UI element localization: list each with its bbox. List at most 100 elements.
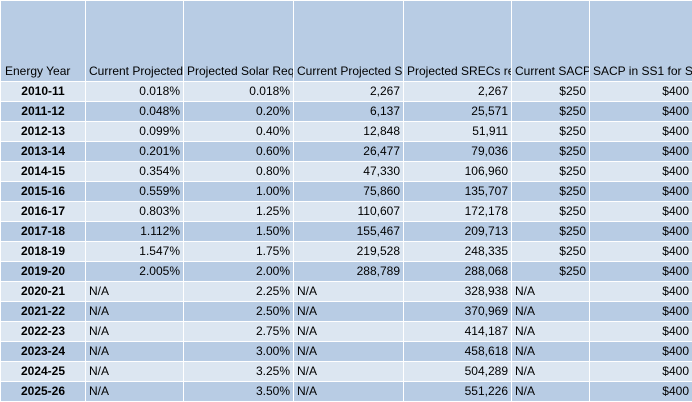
cell-current-sacp: N/A: [512, 282, 590, 302]
cell-projected-srecs-required-ss1: 106,960: [404, 162, 512, 182]
cell-current-projected-srecs-required: N/A: [294, 362, 404, 382]
cell-energy-year: 2023-24: [1, 342, 86, 362]
cell-projected-solar-requirement-ss1: 2.50%: [184, 302, 294, 322]
header-projected-srecs-required-ss1: Projected SRECs required in SS1 for SB11…: [404, 1, 512, 82]
cell-current-projected-solar-requirement: N/A: [86, 362, 184, 382]
cell-projected-solar-requirement-ss1: 0.80%: [184, 162, 294, 182]
cell-projected-solar-requirement-ss1: 0.40%: [184, 122, 294, 142]
cell-energy-year: 2011-12: [1, 102, 86, 122]
cell-energy-year: 2018-19: [1, 242, 86, 262]
cell-current-projected-solar-requirement: N/A: [86, 322, 184, 342]
cell-projected-srecs-required-ss1: 209,713: [404, 222, 512, 242]
cell-current-projected-srecs-required: N/A: [294, 302, 404, 322]
cell-current-projected-srecs-required: 288,789: [294, 262, 404, 282]
cell-current-projected-solar-requirement: N/A: [86, 302, 184, 322]
cell-current-projected-srecs-required: N/A: [294, 322, 404, 342]
cell-current-sacp: $250: [512, 222, 590, 242]
cell-current-projected-srecs-required: 110,607: [294, 202, 404, 222]
cell-energy-year: 2015-16: [1, 182, 86, 202]
cell-sacp-ss1: $400: [590, 302, 692, 322]
cell-energy-year: 2025-26: [1, 382, 86, 402]
cell-sacp-ss1: $400: [590, 362, 692, 382]
cell-energy-year: 2012-13: [1, 122, 86, 142]
cell-projected-solar-requirement-ss1: 0.60%: [184, 142, 294, 162]
cell-sacp-ss1: $400: [590, 162, 692, 182]
cell-sacp-ss1: $400: [590, 262, 692, 282]
cell-projected-srecs-required-ss1: 458,618: [404, 342, 512, 362]
cell-current-sacp: N/A: [512, 322, 590, 342]
cell-projected-srecs-required-ss1: 51,911: [404, 122, 512, 142]
cell-sacp-ss1: $400: [590, 182, 692, 202]
cell-projected-solar-requirement-ss1: 1.50%: [184, 222, 294, 242]
cell-sacp-ss1: $400: [590, 102, 692, 122]
cell-sacp-ss1: $400: [590, 242, 692, 262]
cell-current-projected-solar-requirement: 0.354%: [86, 162, 184, 182]
cell-projected-srecs-required-ss1: 504,289: [404, 362, 512, 382]
cell-current-projected-solar-requirement: N/A: [86, 282, 184, 302]
cell-energy-year: 2010-11: [1, 82, 86, 102]
cell-current-projected-solar-requirement: 0.559%: [86, 182, 184, 202]
cell-current-projected-srecs-required: N/A: [294, 382, 404, 402]
cell-current-projected-srecs-required: 155,467: [294, 222, 404, 242]
cell-current-projected-solar-requirement: N/A: [86, 382, 184, 402]
cell-energy-year: 2020-21: [1, 282, 86, 302]
cell-current-sacp: N/A: [512, 382, 590, 402]
cell-sacp-ss1: $400: [590, 142, 692, 162]
cell-projected-srecs-required-ss1: 79,036: [404, 142, 512, 162]
cell-sacp-ss1: $400: [590, 322, 692, 342]
cell-projected-solar-requirement-ss1: 0.20%: [184, 102, 294, 122]
cell-current-projected-srecs-required: 26,477: [294, 142, 404, 162]
cell-current-sacp: N/A: [512, 302, 590, 322]
cell-projected-solar-requirement-ss1: 3.25%: [184, 362, 294, 382]
cell-sacp-ss1: $400: [590, 222, 692, 242]
cell-projected-solar-requirement-ss1: 1.25%: [184, 202, 294, 222]
cell-current-sacp: $250: [512, 262, 590, 282]
cell-current-projected-solar-requirement: 0.048%: [86, 102, 184, 122]
cell-sacp-ss1: $400: [590, 382, 692, 402]
cell-energy-year: 2024-25: [1, 362, 86, 382]
cell-projected-solar-requirement-ss1: 1.00%: [184, 182, 294, 202]
cell-current-projected-srecs-required: 47,330: [294, 162, 404, 182]
cell-energy-year: 2014-15: [1, 162, 86, 182]
header-sacp-ss1: SACP in SS1 for SS119: [590, 1, 692, 82]
cell-projected-solar-requirement-ss1: 3.50%: [184, 382, 294, 402]
cell-projected-srecs-required-ss1: 25,571: [404, 102, 512, 122]
cell-current-sacp: $250: [512, 182, 590, 202]
cell-current-projected-solar-requirement: 1.547%: [86, 242, 184, 262]
cell-sacp-ss1: $400: [590, 342, 692, 362]
cell-projected-srecs-required-ss1: 414,187: [404, 322, 512, 342]
cell-sacp-ss1: $400: [590, 282, 692, 302]
cell-current-sacp: $250: [512, 242, 590, 262]
cell-projected-solar-requirement-ss1: 2.25%: [184, 282, 294, 302]
cell-current-projected-srecs-required: N/A: [294, 342, 404, 362]
cell-current-projected-solar-requirement: 1.112%: [86, 222, 184, 242]
cell-sacp-ss1: $400: [590, 122, 692, 142]
cell-current-sacp: $250: [512, 202, 590, 222]
cell-current-projected-srecs-required: 2,267: [294, 82, 404, 102]
cell-projected-srecs-required-ss1: 2,267: [404, 82, 512, 102]
header-current-projected-srecs-required: Current Projected SRECs Required (MWh): [294, 1, 404, 82]
cell-projected-srecs-required-ss1: 328,938: [404, 282, 512, 302]
header-current-projected-solar-requirement: Current Projected Solar Requirement: [86, 1, 184, 82]
cell-energy-year: 2022-23: [1, 322, 86, 342]
header-row: Energy Year Current Projected Solar Requ…: [1, 1, 692, 82]
cell-projected-solar-requirement-ss1: 2.00%: [184, 262, 294, 282]
cell-current-projected-solar-requirement: 2.005%: [86, 262, 184, 282]
header-projected-solar-requirement-ss1: Projected Solar Requirement in SS1 for S…: [184, 1, 294, 82]
cell-projected-srecs-required-ss1: 551,226: [404, 382, 512, 402]
cell-current-projected-solar-requirement: N/A: [86, 342, 184, 362]
cell-current-sacp: $250: [512, 82, 590, 102]
cell-current-sacp: $250: [512, 122, 590, 142]
cell-projected-srecs-required-ss1: 172,178: [404, 202, 512, 222]
